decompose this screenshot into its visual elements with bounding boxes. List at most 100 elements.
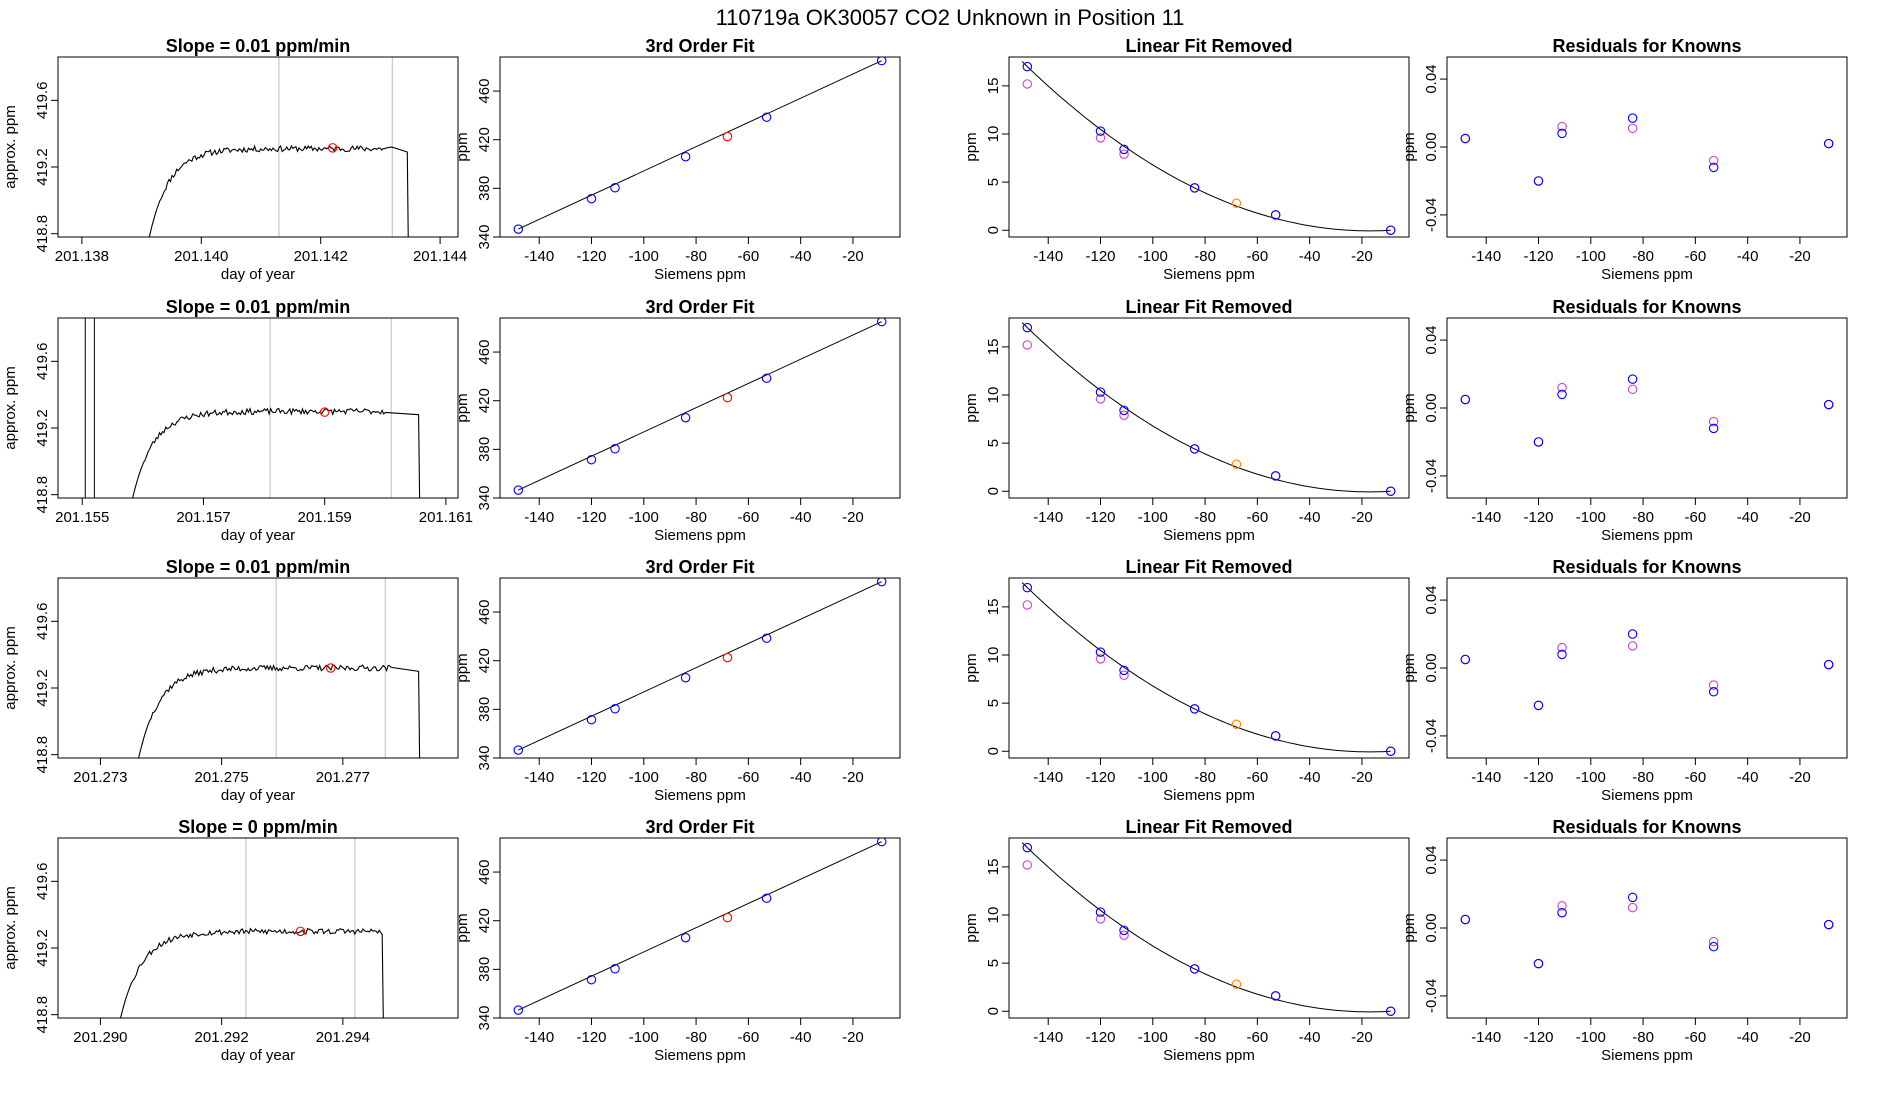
known-standard-point — [1095, 907, 1106, 917]
corrected-residual-point — [1627, 641, 1638, 651]
panel-title: Residuals for Knowns — [1552, 297, 1741, 317]
plot-area — [1460, 629, 1834, 711]
y-tick-label: 420 — [476, 388, 493, 413]
known-residual-point — [1557, 128, 1567, 139]
x-tick-label: -40 — [1737, 509, 1759, 526]
x-axis-label: Siemens ppm — [1601, 266, 1693, 283]
plot-frame — [1446, 56, 1848, 238]
panel-fit-row-1: 3rd Order Fit -140 -120 -100 -80 -60 -40 -20 340… — [454, 36, 901, 283]
y-tick-label: -0.04 — [1423, 979, 1440, 1013]
x-tick-label: -100 — [1138, 769, 1168, 786]
plot-area — [119, 838, 384, 1018]
known-standard-point — [1270, 210, 1281, 220]
y-tick-label: 419.6 — [34, 603, 51, 641]
x-tick-label: -80 — [1194, 1029, 1216, 1046]
x-tick-label: -20 — [842, 248, 864, 265]
x-axis-label: Siemens ppm — [1163, 787, 1255, 804]
panel-resid-row-1: Residuals for Knowns -140 -120 -100 -80 -60 -4… — [1401, 36, 1848, 283]
corrected-residual-point — [1708, 155, 1719, 166]
unknown-sample-point — [319, 407, 330, 417]
known-standard-point — [1022, 61, 1033, 72]
known-residual-point — [1533, 700, 1544, 711]
y-axis-label: ppm — [1401, 393, 1418, 422]
y-tick-label: 460 — [476, 340, 493, 365]
x-tick-label: -20 — [1789, 248, 1811, 265]
panel-title: Slope = 0.01 ppm/min — [166, 557, 351, 577]
known-standard-point — [1022, 842, 1033, 853]
corrected-residual-point — [1557, 642, 1567, 653]
corrected-residual-point — [1627, 902, 1638, 913]
panel-title: Linear Fit Removed — [1125, 557, 1292, 577]
x-axis-label: Siemens ppm — [654, 1047, 746, 1064]
y-axis-label: approx. ppm — [2, 105, 19, 188]
known-standard-point — [1270, 991, 1281, 1001]
x-tick-label: -20 — [1351, 248, 1373, 265]
known-standard-point — [1385, 1006, 1396, 1017]
known-standard-point — [1189, 704, 1200, 714]
y-tick-label: 0 — [985, 226, 1002, 234]
unknown-point — [1231, 979, 1242, 990]
x-tick-label: -140 — [1471, 248, 1501, 265]
x-tick-label: -60 — [1247, 769, 1269, 786]
known-standard-point — [586, 193, 597, 204]
plot-area — [148, 57, 409, 237]
y-tick-label: 419.6 — [34, 82, 51, 120]
y-axis-label: ppm — [454, 913, 471, 942]
panel-linear-row-4: Linear Fit Removed -140 -120 -100 -80 -60 -40 -… — [963, 817, 1410, 1064]
y-tick-label: 418.8 — [34, 215, 51, 253]
x-axis-label: Siemens ppm — [1163, 1047, 1255, 1064]
x-tick-label: -140 — [524, 1029, 554, 1046]
x-axis-label: Siemens ppm — [654, 266, 746, 283]
corrected-residual-point — [1557, 901, 1567, 911]
x-tick-label: -60 — [738, 769, 760, 786]
x-tick-label: -40 — [1299, 509, 1321, 526]
y-axis-label: ppm — [963, 913, 980, 942]
known-standard-point — [680, 672, 691, 683]
x-tick-label: -80 — [1632, 1029, 1654, 1046]
y-tick-label: 418.8 — [34, 736, 51, 774]
x-tick-label: -80 — [1632, 769, 1654, 786]
known-standard-point — [1119, 144, 1129, 155]
known-standard-point — [1189, 183, 1200, 193]
x-tick-label: 201.273 — [73, 769, 127, 786]
corrected-point — [1022, 79, 1033, 89]
x-axis-label: day of year — [221, 787, 295, 804]
known-standard-point — [761, 893, 772, 903]
x-tick-label: -100 — [1576, 769, 1606, 786]
known-standard-point — [761, 633, 772, 643]
y-tick-label: 15 — [985, 339, 1002, 356]
y-axis-label: ppm — [963, 393, 980, 422]
fit-curve — [1021, 582, 1391, 753]
plot-area — [1021, 582, 1396, 757]
x-tick-label: -80 — [685, 509, 707, 526]
known-residual-point — [1708, 687, 1719, 697]
plot-frame — [499, 56, 901, 238]
corrected-point — [1119, 410, 1129, 420]
x-tick-label: -20 — [842, 769, 864, 786]
unknown-sample-point — [295, 926, 306, 937]
corrected-residual-point — [1627, 384, 1638, 395]
y-tick-label: 340 — [476, 1005, 493, 1030]
plot-frame — [57, 56, 459, 238]
x-axis-label: Siemens ppm — [1601, 1047, 1693, 1064]
x-tick-label: -140 — [1033, 1029, 1063, 1046]
y-tick-label: -0.04 — [1423, 459, 1440, 493]
x-tick-label: 201.157 — [176, 509, 230, 526]
x-tick-label: -120 — [1085, 1029, 1115, 1046]
x-tick-label: -100 — [1138, 1029, 1168, 1046]
x-tick-label: 201.140 — [174, 248, 228, 265]
known-residual-point — [1823, 659, 1834, 670]
y-tick-label: 5 — [985, 959, 1002, 967]
panel-time-row-4: Slope = 0 ppm/min 201.290 201.292 201.294 41… — [2, 817, 459, 1064]
x-tick-label: -100 — [1576, 248, 1606, 265]
x-tick-label: -140 — [1033, 769, 1063, 786]
x-tick-label: -60 — [1685, 509, 1707, 526]
x-tick-label: -20 — [1351, 769, 1373, 786]
x-tick-label: -120 — [576, 248, 606, 265]
x-tick-label: -20 — [842, 509, 864, 526]
x-tick-label: 201.290 — [73, 1029, 127, 1046]
known-residual-point — [1708, 162, 1719, 173]
x-tick-label: -100 — [1576, 509, 1606, 526]
corrected-residual-point — [1708, 680, 1719, 690]
